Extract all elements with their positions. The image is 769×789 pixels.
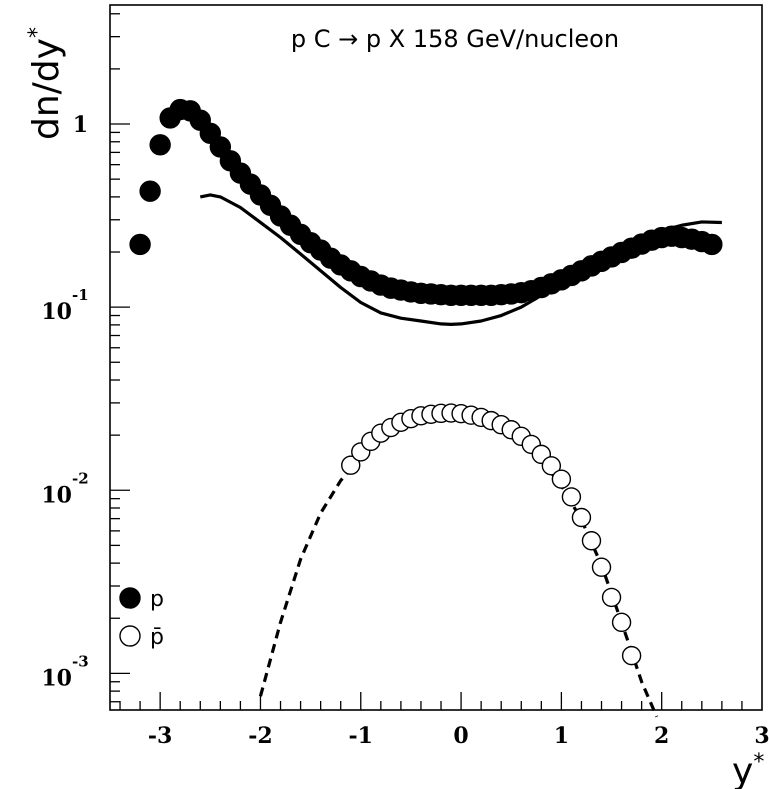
y-tick-base: 10 <box>41 665 72 691</box>
x-tick-label: 2 <box>654 723 669 749</box>
y-tick-label: 10-2 <box>41 469 88 508</box>
x-tick-label: -3 <box>148 723 172 749</box>
antiproton-data-point <box>571 507 592 528</box>
antiproton-data-point <box>601 587 622 608</box>
antiproton-data-point <box>611 612 632 633</box>
y-tick-exponent: -1 <box>72 286 89 304</box>
proton-data-point <box>129 233 151 256</box>
y-tick-base: 1 <box>73 112 88 138</box>
y-tick-label: 10-3 <box>41 652 88 691</box>
y-tick-label: 10-1 <box>41 286 88 325</box>
x-tick-label: 0 <box>453 723 468 749</box>
proton-data-point <box>149 134 171 156</box>
x-tick-label: -1 <box>349 723 373 749</box>
y-axis-title: dn/dy* <box>25 27 67 140</box>
legend-label: p <box>150 587 164 612</box>
y-tick-exponent: -3 <box>72 652 89 670</box>
y-tick-base: 10 <box>41 299 72 325</box>
x-axis-title: y* <box>732 750 764 789</box>
antiproton-data-point <box>621 645 642 666</box>
proton-data-point <box>139 180 161 202</box>
antiproton-data-point <box>561 487 582 507</box>
antiproton-data-point <box>551 469 572 489</box>
antiproton-model-curve <box>258 414 659 718</box>
y-tick-exponent: -2 <box>72 469 89 487</box>
x-tick-label: -2 <box>248 723 272 749</box>
x-tick-label: 3 <box>754 723 769 749</box>
plot-frame <box>109 4 763 711</box>
y-tick-base: 10 <box>41 482 72 508</box>
y-tick-label: 1 <box>73 112 88 138</box>
chart-title: p C → p X 158 GeV/nucleon <box>291 25 619 53</box>
legend: p p̄ <box>119 587 164 650</box>
antiproton-data-point <box>341 455 361 475</box>
antiproton-data-point <box>541 456 562 476</box>
legend-antiproton-marker <box>119 625 141 647</box>
proton-data-point <box>701 233 723 256</box>
legend-label: p̄ <box>150 625 164 650</box>
x-tick-label: 1 <box>554 723 569 749</box>
antiproton-data-point <box>591 557 612 577</box>
legend-proton-marker <box>119 587 141 609</box>
antiproton-data-point <box>581 531 602 551</box>
